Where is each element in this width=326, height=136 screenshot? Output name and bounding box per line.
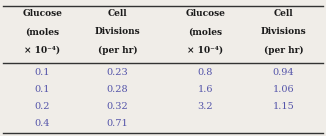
Text: 0.94: 0.94 (273, 68, 294, 77)
Text: 0.23: 0.23 (107, 68, 128, 77)
Text: 0.28: 0.28 (107, 85, 128, 94)
Text: 0.1: 0.1 (35, 85, 50, 94)
Text: 0.2: 0.2 (35, 102, 50, 111)
Text: 0.8: 0.8 (198, 68, 213, 77)
Text: Cell: Cell (274, 9, 293, 18)
Text: 1.15: 1.15 (273, 102, 294, 111)
Text: 3.2: 3.2 (198, 102, 213, 111)
Text: (moles: (moles (25, 27, 59, 36)
Text: 0.4: 0.4 (35, 119, 50, 128)
Text: 0.32: 0.32 (107, 102, 128, 111)
Text: 0.71: 0.71 (107, 119, 128, 128)
Text: 0.1: 0.1 (35, 68, 50, 77)
Text: 1.6: 1.6 (198, 85, 213, 94)
Text: 1.06: 1.06 (273, 85, 294, 94)
Text: Divisions: Divisions (95, 27, 140, 36)
Text: Glucose: Glucose (185, 9, 225, 18)
Text: × 10⁻⁴): × 10⁻⁴) (24, 46, 60, 55)
Text: (per hr): (per hr) (97, 46, 137, 55)
Text: Divisions: Divisions (261, 27, 306, 36)
Text: Glucose: Glucose (22, 9, 62, 18)
Text: (per hr): (per hr) (264, 46, 304, 55)
Text: Cell: Cell (108, 9, 127, 18)
Text: × 10⁻⁴): × 10⁻⁴) (187, 46, 223, 55)
Text: (moles: (moles (188, 27, 222, 36)
